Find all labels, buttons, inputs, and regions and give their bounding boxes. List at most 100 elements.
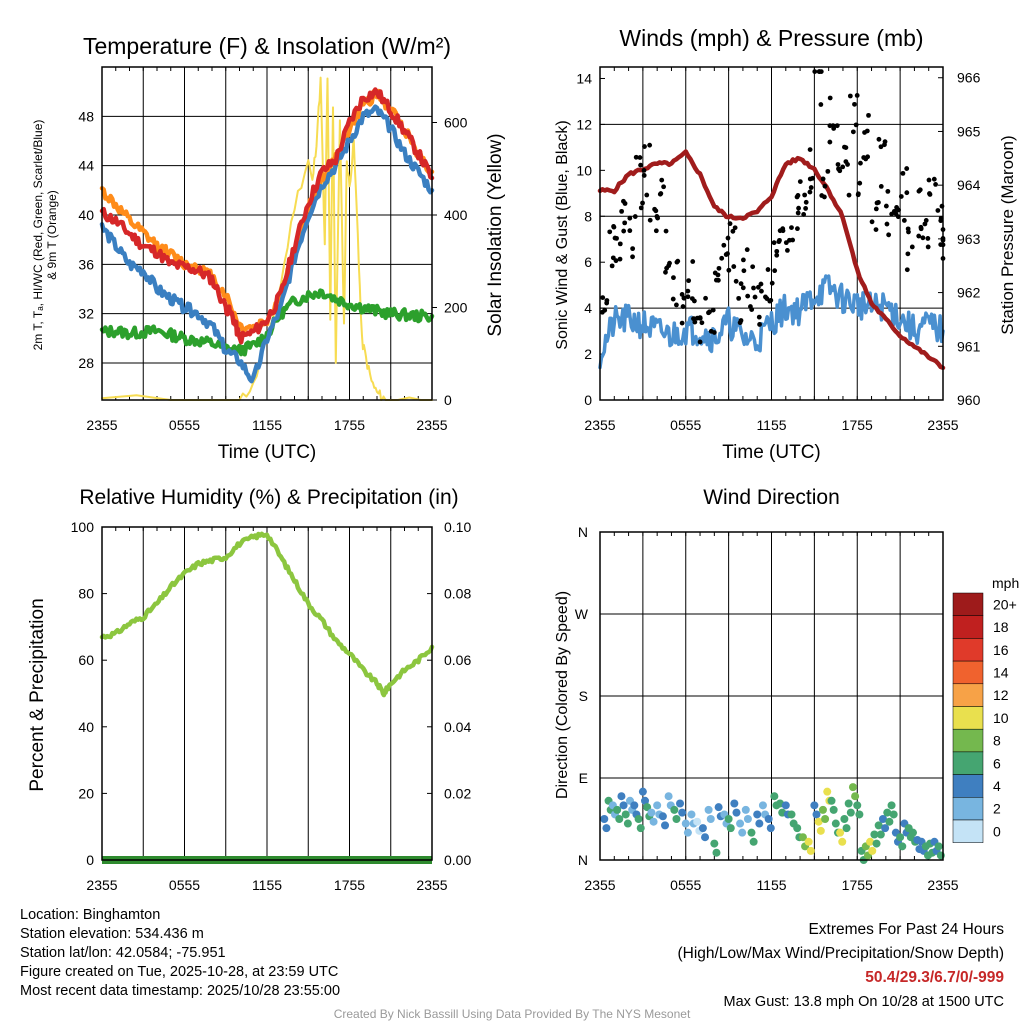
dir-point <box>885 817 894 826</box>
dir-point <box>798 833 807 842</box>
wind-gust-point <box>925 244 931 250</box>
wind-y-tick-label: 6 <box>584 254 592 270</box>
dir-point <box>672 815 681 823</box>
wind-y-tick-label: 10 <box>576 162 592 178</box>
wind-gust-point <box>780 228 786 234</box>
wind-gust-point <box>876 200 881 205</box>
wind-gust-point <box>710 307 716 313</box>
wind-gust-point <box>602 307 608 313</box>
wind-gust-point <box>731 264 737 269</box>
dir-legend-label: 12 <box>993 687 1009 703</box>
dir-point <box>853 801 862 810</box>
wind-gust-point <box>769 280 775 286</box>
dir-legend-swatch <box>952 683 984 707</box>
dir-point <box>747 828 756 837</box>
wind-gust-point <box>642 144 647 149</box>
wind-gust-point <box>674 302 679 308</box>
rh-y-tick-label: 60 <box>78 652 94 668</box>
wind-gust-point <box>621 228 627 234</box>
dir-point <box>726 824 735 833</box>
wind-x-tick-label: 1155 <box>756 417 786 433</box>
rh-y2-tick-label: 0.08 <box>444 586 471 602</box>
dir-point <box>619 801 628 810</box>
wind-gust-point <box>920 235 926 241</box>
dir-legend-swatch <box>952 819 984 843</box>
temp-title: Temperature (F) & Insolation (W/m²) <box>83 33 451 59</box>
wind-gust-point <box>697 315 703 321</box>
wind-gust-point <box>818 102 824 107</box>
dir-title: Wind Direction <box>703 486 840 509</box>
wind-y2-tick-label: 966 <box>957 70 981 86</box>
dir-legend-label: 2 <box>993 801 1001 817</box>
dir-legend-label: 16 <box>993 642 1009 658</box>
wind-gust-point <box>671 275 676 281</box>
rh-y-tick-label: 0 <box>86 852 94 868</box>
wind-gust-point <box>905 251 911 257</box>
dir-point <box>823 787 832 796</box>
wind-gust-point <box>876 136 882 142</box>
wind-gust-point <box>772 268 778 274</box>
wind-gust-point <box>758 281 764 287</box>
wind-gust-point <box>679 320 685 326</box>
wind-gust-point <box>640 200 645 206</box>
wind-gust-point <box>627 215 633 221</box>
wind-y-tick-label: 14 <box>576 70 592 86</box>
wind-gust-point <box>796 205 801 211</box>
wind-gust-point <box>600 295 606 301</box>
wind-gust-point <box>783 240 789 246</box>
dir-point <box>623 819 632 828</box>
rh-y-tick-label: 40 <box>78 719 94 735</box>
dir-point <box>818 805 827 814</box>
wind-gust-point <box>827 139 833 145</box>
wind-gust-point <box>726 267 732 273</box>
temp-x-tick-label: 2355 <box>416 417 447 433</box>
dir-point <box>698 824 707 833</box>
wind-gust-point <box>922 221 928 227</box>
wind-gust-point <box>686 278 692 284</box>
dir-point <box>821 815 830 823</box>
wind-gust-point <box>822 183 828 189</box>
wind-gust-point <box>617 256 623 262</box>
wind-gust-point <box>752 294 758 300</box>
wind-gust-point <box>802 192 808 198</box>
wind-gust-point <box>820 176 826 182</box>
dir-point <box>741 805 750 814</box>
wind-gust-point <box>751 285 756 291</box>
dir-point <box>883 808 892 817</box>
wind-y-tick-label: 12 <box>576 116 592 132</box>
rh-x-tick-label: 1755 <box>334 877 365 893</box>
wind-gust-point <box>613 258 619 264</box>
dir-y-axis-label: Direction (Colored By Speed) <box>554 591 571 799</box>
wind-gust-point <box>878 183 884 189</box>
wind-gust-point <box>655 215 661 221</box>
dir-legend-label: 18 <box>993 619 1009 635</box>
dir-x-tick-label: 2355 <box>584 877 615 893</box>
wind-gust-point <box>882 142 887 148</box>
dir-point <box>840 815 849 823</box>
temp-series-td <box>99 288 435 357</box>
wind-y-tick-label: 0 <box>584 392 592 408</box>
rh-y-tick-label: 20 <box>78 785 94 801</box>
extremes-panel: Extremes For Past 24 Hours (High/Low/Max… <box>678 918 1005 1014</box>
temp-y-axis-label-2: & 9m T (Orange) <box>45 190 59 280</box>
wind-gust-point <box>803 206 809 211</box>
wind-gust-point <box>653 208 659 214</box>
dir-point <box>851 792 860 801</box>
wind-gust-point <box>738 281 744 287</box>
wind-gust-point <box>807 189 813 195</box>
wind-gust-point <box>825 168 831 174</box>
wind-gust-point <box>764 296 770 301</box>
dir-y-tick-label: W <box>575 606 589 622</box>
wind-gust-point <box>737 320 743 326</box>
wind-gust-point <box>692 319 698 325</box>
wind-gust-point <box>885 188 891 194</box>
dir-point <box>678 808 687 817</box>
wind-gust-point <box>904 166 910 171</box>
dir-point <box>649 817 658 826</box>
wind-gust-point <box>604 298 610 303</box>
wind-gust-point <box>835 162 841 167</box>
wind-gust-point <box>843 145 849 151</box>
wind-gust-point <box>836 166 841 172</box>
dir-point <box>814 817 823 826</box>
wind-gust-point <box>931 176 937 182</box>
